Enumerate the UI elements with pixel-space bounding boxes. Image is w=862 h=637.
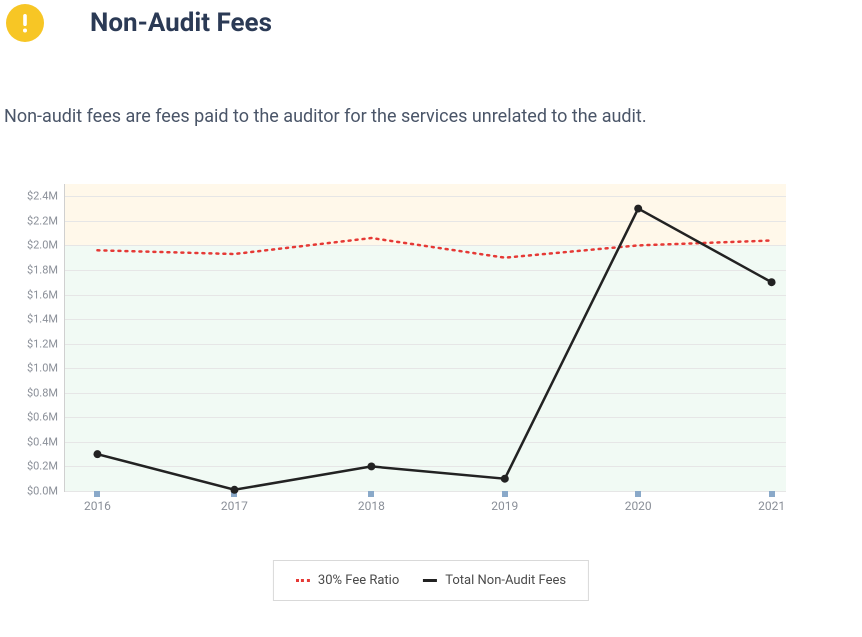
y-axis-label: $1.6M [14, 288, 58, 301]
y-axis-label: $1.0M [14, 362, 58, 375]
data-point [230, 486, 238, 494]
data-point [634, 205, 642, 213]
y-axis-label: $0.6M [14, 411, 58, 424]
legend-label: 30% Fee Ratio [318, 573, 399, 588]
legend-swatch [423, 579, 437, 582]
y-axis-label: $0.8M [14, 386, 58, 399]
data-point [367, 462, 375, 470]
x-axis-label: 2021 [758, 499, 785, 513]
data-point [93, 450, 101, 458]
x-tick [769, 491, 775, 497]
gridline [65, 491, 786, 492]
y-axis-label: $0.2M [14, 460, 58, 473]
y-axis-label: $2.0M [14, 239, 58, 252]
legend-item: 30% Fee Ratio [296, 573, 399, 588]
data-point [501, 475, 509, 483]
header: Non-Audit Fees [0, 0, 862, 42]
x-axis-label: 2019 [491, 499, 518, 513]
x-axis-label: 2018 [358, 499, 385, 513]
chart-legend: 30% Fee Ratio Total Non-Audit Fees [273, 560, 589, 601]
page-title: Non-Audit Fees [90, 8, 272, 38]
y-axis-label: $1.2M [14, 337, 58, 350]
series-line [97, 209, 771, 490]
legend-item: Total Non-Audit Fees [423, 573, 566, 588]
non-audit-fees-chart: $0.0M $0.2M $0.4M $0.6M $0.8M $1.0M $1.2M $1.4M… [14, 178, 786, 518]
y-axis-label: $2.2M [14, 214, 58, 227]
warning-icon [6, 4, 44, 42]
data-point [768, 278, 776, 286]
x-tick [502, 491, 508, 497]
y-axis-label: $1.8M [14, 263, 58, 276]
legend-label: Total Non-Audit Fees [445, 573, 566, 588]
x-axis-label: 2016 [84, 499, 111, 513]
subtitle-text: Non-audit fees are fees paid to the audi… [4, 106, 862, 127]
y-axis-label: $0.4M [14, 435, 58, 448]
x-axis-label: 2020 [625, 499, 652, 513]
x-tick [94, 491, 100, 497]
x-tick [368, 491, 374, 497]
legend-swatch [296, 579, 310, 582]
y-axis-label: $2.4M [14, 190, 58, 203]
x-axis-label: 2017 [221, 499, 248, 513]
y-axis-label: $0.0M [14, 485, 58, 498]
series-line [97, 238, 771, 258]
y-axis-label: $1.4M [14, 313, 58, 326]
chart-lines [65, 184, 786, 491]
x-tick [635, 491, 641, 497]
